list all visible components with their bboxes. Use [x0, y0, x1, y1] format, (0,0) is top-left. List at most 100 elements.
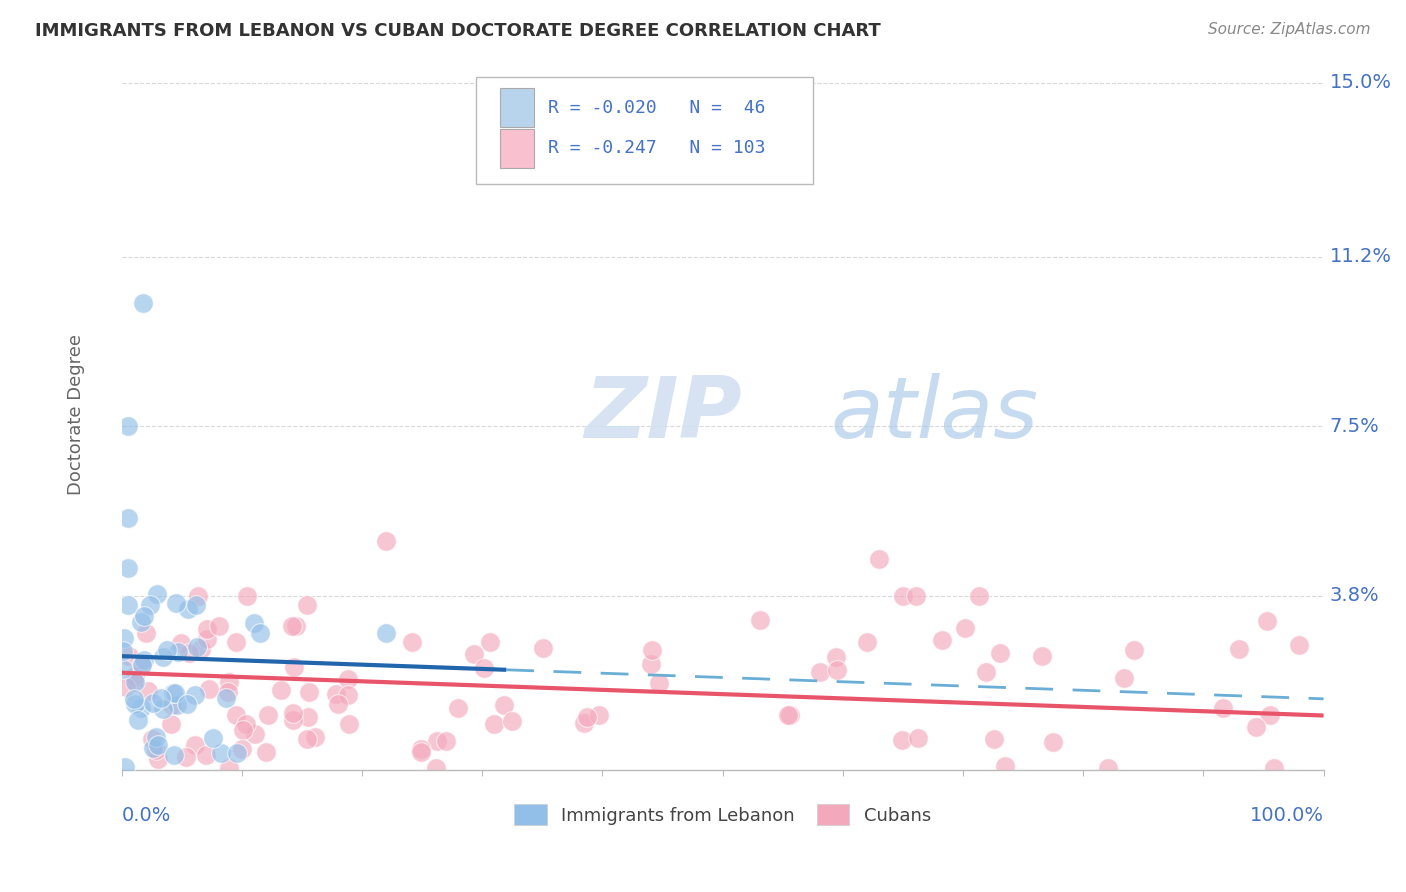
- Point: [117, 561, 139, 575]
- Point: [112, 632, 135, 646]
- Point: [375, 625, 398, 640]
- Point: [122, 674, 145, 689]
- Point: [336, 688, 359, 702]
- Point: [808, 665, 831, 679]
- Point: [122, 692, 145, 706]
- Point: [988, 646, 1011, 660]
- Point: [281, 619, 304, 633]
- Point: [648, 676, 671, 690]
- Point: [1288, 638, 1310, 652]
- Point: [195, 622, 218, 636]
- Point: [905, 589, 928, 603]
- Point: [575, 709, 598, 723]
- Point: [1123, 642, 1146, 657]
- Point: [501, 714, 523, 728]
- Point: [409, 741, 432, 756]
- Point: [132, 295, 155, 310]
- Point: [1042, 734, 1064, 748]
- Point: [150, 691, 173, 706]
- Point: [135, 625, 157, 640]
- Point: [401, 635, 423, 649]
- Point: [640, 657, 662, 672]
- Point: [174, 750, 197, 764]
- Point: [186, 640, 208, 655]
- Text: 3.8%: 3.8%: [1330, 586, 1379, 606]
- Point: [1097, 761, 1119, 775]
- Point: [232, 723, 254, 737]
- Point: [283, 706, 305, 720]
- Point: [281, 713, 304, 727]
- Point: [112, 644, 135, 658]
- Text: atlas: atlas: [831, 374, 1039, 457]
- Point: [325, 687, 347, 701]
- Point: [208, 619, 231, 633]
- Point: [283, 660, 305, 674]
- Point: [167, 645, 190, 659]
- Text: Doctorate Degree: Doctorate Degree: [67, 334, 84, 495]
- Point: [337, 716, 360, 731]
- Point: [825, 650, 848, 665]
- Point: [478, 635, 501, 649]
- Point: [492, 698, 515, 713]
- Point: [531, 640, 554, 655]
- Text: 7.5%: 7.5%: [1330, 417, 1379, 436]
- Point: [983, 732, 1005, 747]
- Point: [160, 698, 183, 712]
- Point: [217, 685, 239, 699]
- Point: [165, 597, 187, 611]
- Point: [146, 752, 169, 766]
- Point: [131, 657, 153, 671]
- Point: [295, 599, 318, 613]
- Point: [177, 601, 200, 615]
- Point: [124, 669, 146, 683]
- Point: [159, 717, 181, 731]
- Point: [127, 713, 149, 727]
- Bar: [501, 128, 534, 168]
- Point: [124, 674, 146, 689]
- Text: IMMIGRANTS FROM LEBANON VS CUBAN DOCTORATE DEGREE CORRELATION CHART: IMMIGRANTS FROM LEBANON VS CUBAN DOCTORA…: [35, 22, 882, 40]
- Point: [170, 636, 193, 650]
- Point: [139, 599, 162, 613]
- Point: [136, 684, 159, 698]
- Point: [142, 696, 165, 710]
- Point: [218, 761, 240, 775]
- Point: [117, 598, 139, 612]
- Point: [231, 741, 253, 756]
- Legend: Immigrants from Lebanon, Cubans: Immigrants from Lebanon, Cubans: [515, 805, 931, 825]
- Point: [183, 688, 205, 702]
- Point: [295, 732, 318, 747]
- Point: [162, 686, 184, 700]
- Point: [145, 742, 167, 756]
- Point: [117, 419, 139, 434]
- Point: [225, 635, 247, 649]
- Point: [463, 647, 485, 661]
- Point: [434, 734, 457, 748]
- Point: [184, 598, 207, 612]
- Text: 11.2%: 11.2%: [1330, 247, 1392, 266]
- Point: [1263, 761, 1285, 775]
- Point: [254, 745, 277, 759]
- Point: [1256, 614, 1278, 628]
- Point: [856, 634, 879, 648]
- Point: [574, 716, 596, 731]
- Point: [447, 701, 470, 715]
- Point: [304, 730, 326, 744]
- Point: [953, 622, 976, 636]
- Point: [117, 511, 139, 525]
- Point: [1227, 642, 1250, 657]
- Point: [156, 643, 179, 657]
- Text: Source: ZipAtlas.com: Source: ZipAtlas.com: [1208, 22, 1371, 37]
- Point: [166, 698, 188, 712]
- Point: [235, 717, 257, 731]
- Text: 100.0%: 100.0%: [1250, 805, 1323, 825]
- Point: [776, 707, 799, 722]
- Point: [974, 665, 997, 679]
- Point: [588, 708, 610, 723]
- Point: [482, 717, 505, 731]
- Point: [891, 732, 914, 747]
- Point: [256, 708, 278, 723]
- Point: [134, 609, 156, 624]
- Point: [825, 664, 848, 678]
- Point: [209, 746, 232, 760]
- Point: [179, 646, 201, 660]
